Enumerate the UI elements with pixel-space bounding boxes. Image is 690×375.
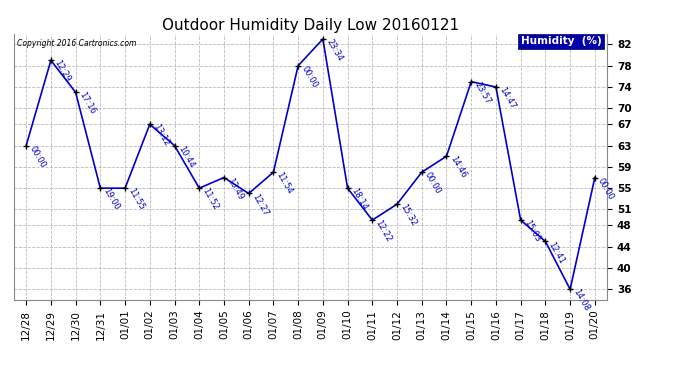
Title: Outdoor Humidity Daily Low 20160121: Outdoor Humidity Daily Low 20160121 [162, 18, 459, 33]
Text: 12:41: 12:41 [546, 240, 566, 265]
Text: 19:00: 19:00 [101, 187, 121, 212]
Text: 13:49: 13:49 [226, 176, 245, 201]
Text: 15:03: 15:03 [522, 219, 542, 244]
Text: 12:29: 12:29 [52, 59, 72, 84]
Text: 11:54: 11:54 [275, 171, 295, 196]
Text: 17:16: 17:16 [77, 91, 97, 116]
Text: 14:46: 14:46 [448, 155, 468, 180]
Text: 11:55: 11:55 [126, 187, 146, 212]
Text: 13:12: 13:12 [151, 123, 171, 148]
Text: 23:34: 23:34 [324, 38, 344, 63]
Text: 00:00: 00:00 [423, 171, 443, 196]
Text: 11:52: 11:52 [201, 187, 220, 212]
Text: 18:14: 18:14 [349, 187, 368, 212]
Text: Copyright 2016 Cartronics.com: Copyright 2016 Cartronics.com [17, 39, 136, 48]
Text: 10:44: 10:44 [176, 144, 195, 169]
Text: 14:47: 14:47 [497, 86, 517, 111]
Text: 00:00: 00:00 [299, 64, 319, 89]
Text: 12:22: 12:22 [374, 219, 393, 244]
Text: Humidity  (%): Humidity (%) [520, 36, 601, 46]
Text: 23:57: 23:57 [473, 80, 493, 106]
Text: 00:00: 00:00 [596, 176, 616, 201]
Text: 00:00: 00:00 [28, 144, 47, 169]
Text: 14:08: 14:08 [571, 288, 591, 313]
Text: 15:32: 15:32 [398, 203, 418, 228]
Text: 12:27: 12:27 [250, 192, 270, 217]
